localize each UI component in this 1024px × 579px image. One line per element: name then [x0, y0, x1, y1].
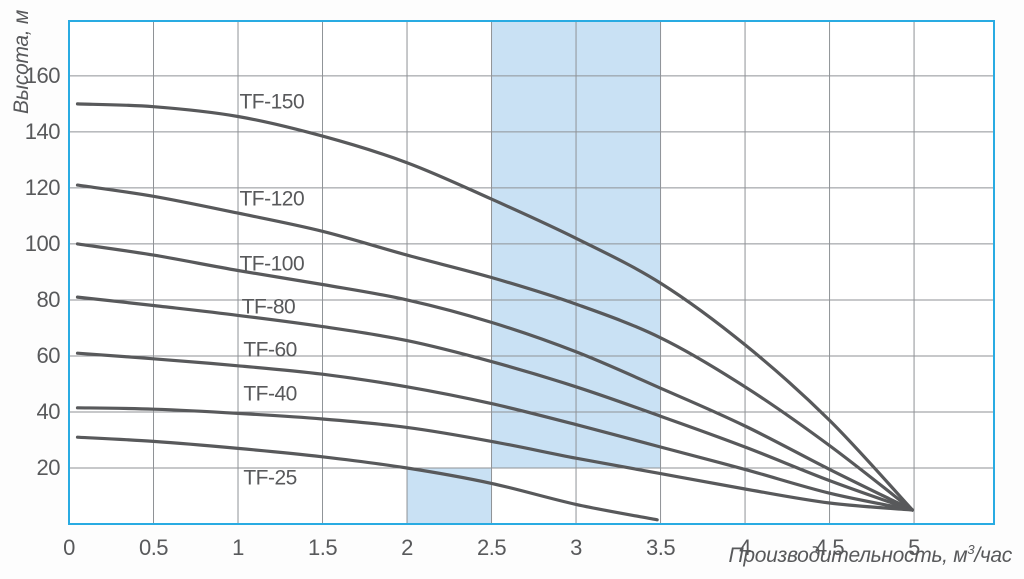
curve-TF-25 [75, 435, 659, 522]
curve-TF-150 [75, 102, 914, 512]
curve-TF-120 [75, 183, 914, 512]
curve-TF-100 [75, 242, 914, 512]
curve-TF-40 [75, 406, 914, 512]
highlight-region [407, 467, 492, 524]
plot-frame [68, 20, 995, 525]
curve-TF-60 [75, 351, 914, 512]
curve-TF-80 [75, 295, 914, 512]
